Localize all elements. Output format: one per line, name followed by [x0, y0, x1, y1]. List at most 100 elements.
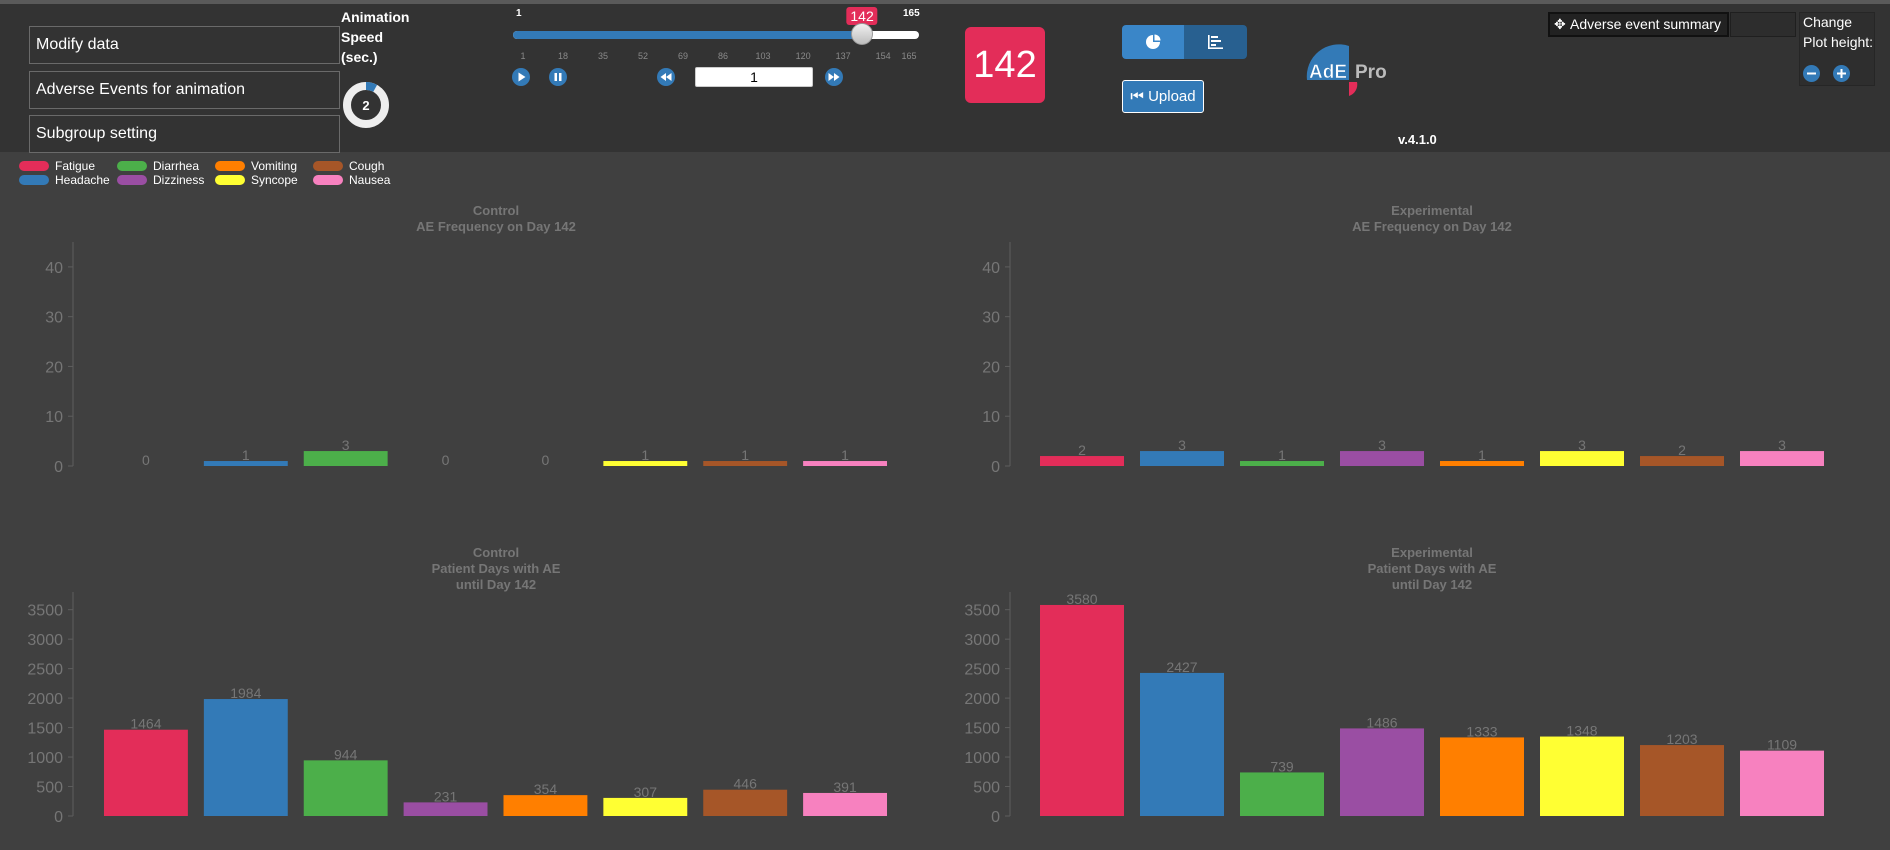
adverse-event-summary-button[interactable]: ✥ Adverse event summary: [1548, 12, 1729, 37]
bar-dizziness: [1340, 728, 1424, 816]
legend-label: Fatigue: [55, 159, 96, 173]
data-label: 0: [142, 452, 150, 468]
bar-dizziness: [1340, 451, 1424, 466]
slider-tick-label: 52: [638, 51, 649, 61]
y-tick-label: 3000: [27, 632, 63, 649]
y-tick-label: 10: [45, 409, 63, 426]
bar-cough: [703, 789, 788, 816]
slider-max-label: 165: [903, 8, 920, 19]
bar-headache: [1140, 451, 1224, 466]
bar-syncope: [1540, 736, 1624, 816]
bar-cough: [1640, 745, 1724, 816]
decrease-height-button[interactable]: [1803, 65, 1820, 82]
data-label: 0: [542, 452, 550, 468]
fast-forward-icon: [828, 73, 840, 81]
bar-cough: [703, 461, 788, 466]
legend-swatch: [313, 175, 343, 185]
bar-vomiting: [1440, 461, 1524, 466]
y-tick-label: 0: [54, 809, 63, 826]
logo-text-pro: Pro: [1355, 62, 1387, 83]
y-tick-label: 0: [54, 459, 63, 476]
increase-height-button[interactable]: [1833, 65, 1850, 82]
data-label: 1: [841, 447, 849, 463]
legend-swatch: [117, 175, 147, 185]
y-tick-label: 40: [45, 260, 63, 277]
legend-item: Syncope: [215, 173, 298, 187]
chart-subtitle: AE Frequency on Day 142: [416, 219, 576, 234]
bar-chart-icon: [1208, 35, 1223, 49]
data-label: 1203: [1666, 731, 1697, 747]
plot-height-label-line1: Change: [1803, 14, 1853, 30]
adverse-event-summary-select[interactable]: [1730, 12, 1796, 37]
data-label: 2: [1678, 442, 1686, 458]
bar-fatigue: [1040, 456, 1124, 466]
data-label: 1486: [1366, 714, 1397, 730]
legend-label: Cough: [349, 159, 385, 173]
upload-label: Upload: [1148, 88, 1196, 105]
data-label: 231: [434, 788, 458, 804]
adverse-event-summary-label: Adverse event summary: [1570, 16, 1721, 32]
chart-title: Control: [473, 203, 519, 218]
data-label: 3: [1378, 437, 1386, 453]
speed-knob-level: [343, 82, 389, 128]
pause-icon: [554, 73, 562, 81]
slider-handle[interactable]: [851, 23, 874, 45]
animation-speed-label: Animation Speed (sec.): [341, 9, 410, 65]
y-tick-label: 20: [45, 359, 63, 376]
upload-button[interactable]: ⏮ Upload: [1122, 80, 1204, 113]
data-label: 1: [741, 447, 749, 463]
step-back-button[interactable]: [657, 68, 675, 86]
legend-swatch: [313, 161, 343, 171]
day-slider[interactable]: [513, 23, 919, 45]
fast-rewind-icon: [660, 73, 672, 81]
control-panel: Modify data Adverse Events for animation…: [0, 0, 1890, 153]
modify-data-button[interactable]: Modify data: [29, 26, 340, 64]
y-tick-label: 0: [991, 459, 1000, 476]
slider-tick-label: 103: [755, 51, 771, 61]
bar-diarrhea: [303, 451, 388, 466]
slider-fill: [513, 31, 863, 39]
step-forward-button[interactable]: [825, 68, 843, 86]
bar-diarrhea: [1240, 772, 1324, 816]
y-tick-label: 1000: [964, 750, 1000, 767]
y-tick-label: 3000: [964, 632, 1000, 649]
slider-tick-label: 1: [520, 51, 526, 61]
legend-label: Headache: [55, 173, 110, 187]
bar-chart-toggle[interactable]: [1184, 25, 1247, 59]
legend-swatch: [117, 161, 147, 171]
plot-height-label-line2: Plot height:: [1803, 34, 1874, 50]
pie-chart-icon: [1146, 34, 1161, 49]
data-label: 0: [442, 452, 450, 468]
bar-nausea: [1740, 451, 1824, 466]
data-label: 1109: [1767, 737, 1797, 753]
step-input[interactable]: [695, 67, 813, 87]
bar-syncope: [603, 461, 688, 466]
data-label: 2427: [1166, 659, 1197, 675]
bar-syncope: [603, 797, 688, 816]
data-label: 1: [1478, 447, 1486, 463]
data-label: 1333: [1466, 723, 1497, 739]
bar-headache: [203, 461, 288, 466]
y-tick-label: 2000: [964, 691, 1000, 708]
data-label: 3: [1178, 437, 1186, 453]
slider-tick-label: 69: [678, 51, 689, 61]
legend-item: Diarrhea: [117, 159, 199, 173]
data-label: 1464: [130, 716, 161, 732]
data-label: 1: [1278, 447, 1286, 463]
play-button[interactable]: [512, 68, 530, 86]
pie-chart-toggle[interactable]: [1122, 25, 1184, 59]
y-tick-label: 2500: [27, 662, 63, 679]
legend-item: Nausea: [313, 173, 390, 187]
pause-button[interactable]: [549, 68, 567, 86]
play-icon: [518, 72, 526, 82]
minus-icon: [1807, 72, 1816, 75]
chart-subtitle-2: until Day 142: [1392, 577, 1472, 592]
bar-headache: [1140, 672, 1224, 816]
animation-speed-knob[interactable]: 2: [342, 81, 390, 129]
subgroup-setting-button[interactable]: Subgroup setting: [29, 115, 340, 153]
ae-animation-button[interactable]: Adverse Events for animation: [29, 71, 340, 109]
y-tick-label: 3500: [27, 603, 63, 620]
slider-tick-label: 18: [557, 51, 569, 61]
legend-item: Fatigue: [19, 159, 95, 173]
slider-tick-label: 137: [835, 51, 851, 61]
